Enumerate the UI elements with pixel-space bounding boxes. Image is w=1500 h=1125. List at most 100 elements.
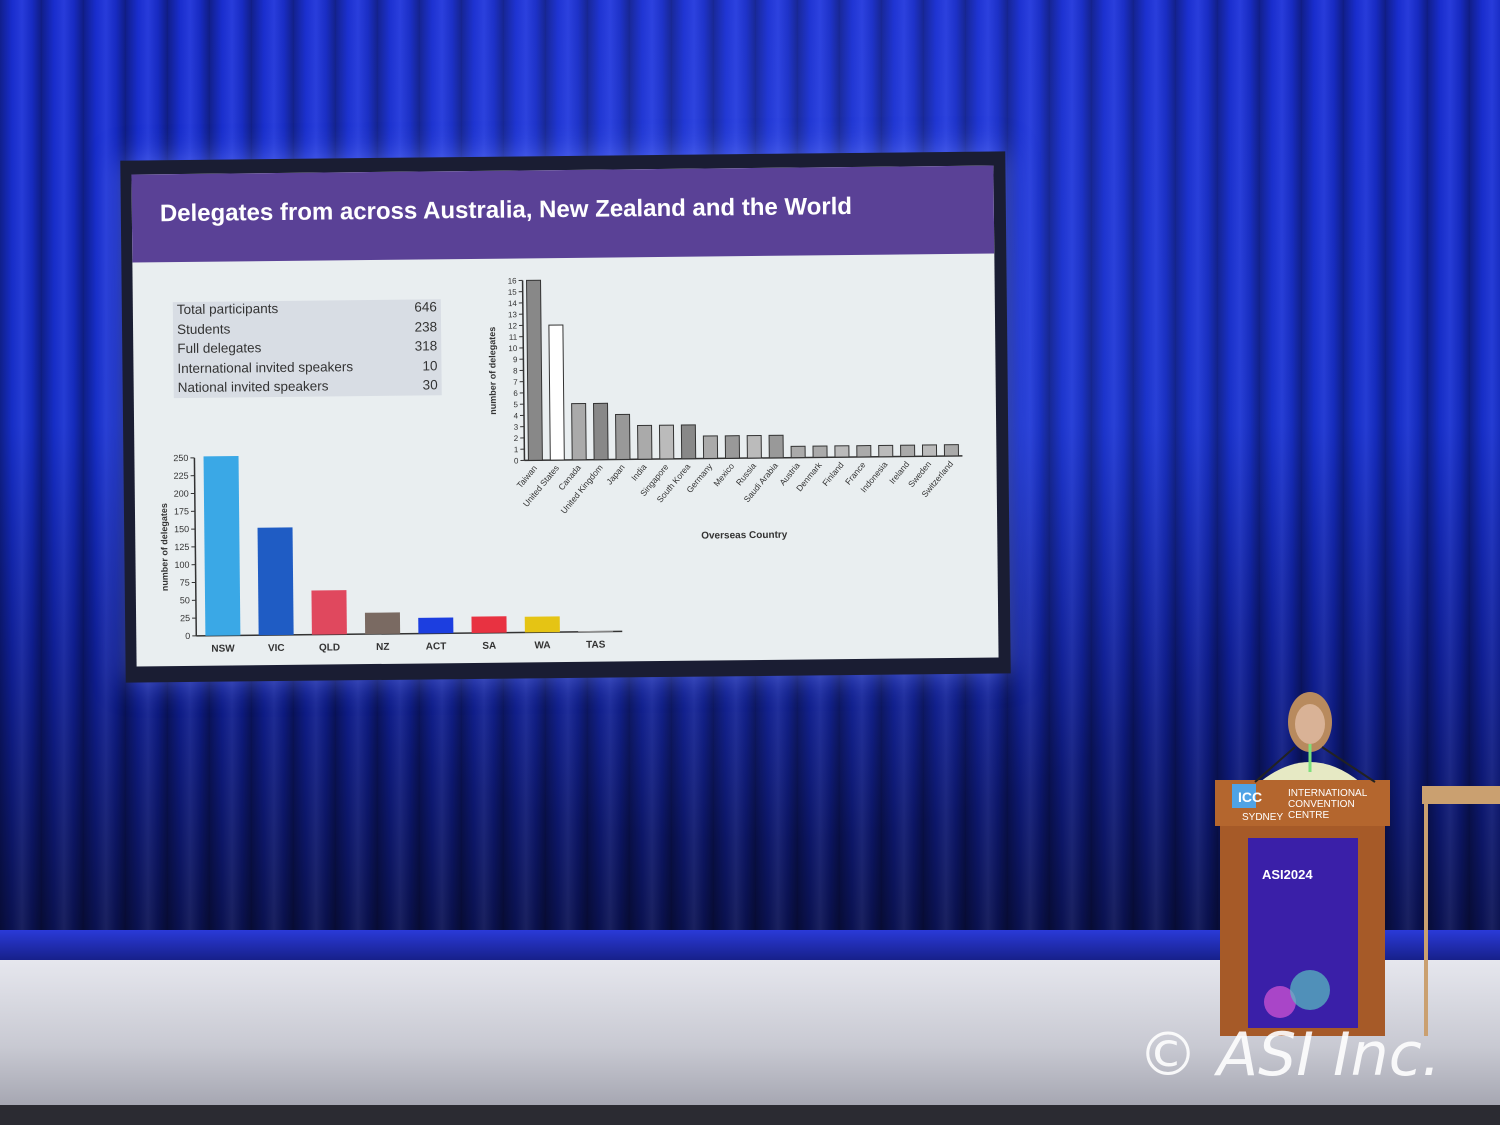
- projected-slide: Delegates from across Australia, New Zea…: [131, 165, 999, 667]
- x-axis: [524, 455, 963, 462]
- stats-value: 30: [422, 377, 438, 393]
- stats-value: 238: [414, 318, 438, 335]
- bar: [658, 424, 675, 460]
- bar: [471, 616, 507, 633]
- x-tick-label: NSW: [211, 643, 235, 654]
- y-tick-label: 125: [174, 542, 189, 552]
- stats-label: National invited speakers: [177, 378, 329, 396]
- y-axis: [521, 280, 526, 461]
- bar: [548, 324, 565, 461]
- bar: [790, 445, 806, 459]
- side-table-leg: [1424, 804, 1428, 1036]
- side-table-top: [1422, 786, 1500, 804]
- y-tick-label: 16: [508, 276, 518, 285]
- y-tick-label: 5: [513, 400, 518, 409]
- stats-label: International invited speakers: [177, 358, 354, 376]
- bar: [943, 444, 959, 457]
- stats-value: 646: [414, 299, 437, 315]
- y-tick-label: 8: [513, 366, 518, 375]
- slide-title: Delegates from across Australia, New Zea…: [159, 192, 853, 228]
- y-tick-label: 175: [174, 506, 189, 516]
- bar: [311, 590, 347, 635]
- bar: [746, 434, 762, 459]
- bar: [702, 435, 719, 460]
- y-tick-label: 200: [174, 489, 189, 499]
- bar: [364, 612, 401, 635]
- y-axis-label: number of delegates: [159, 503, 170, 591]
- x-tick-label: ACT: [426, 641, 447, 652]
- y-tick-label: 225: [174, 471, 189, 481]
- banner-decoration: [1290, 970, 1330, 1010]
- bar: [834, 445, 850, 458]
- y-tick-label: 75: [180, 578, 190, 588]
- australia-nz-bar-chart: 0 25 50 75 100 125 150 175 200 225 250 NSW VIC QLD NZ A…: [159, 453, 623, 655]
- x-tick-label: NZ: [376, 642, 389, 653]
- y-tick-label: 7: [513, 378, 518, 387]
- x-axis-label: Overseas Country: [701, 530, 788, 542]
- slide-header: Delegates from across Australia, New Zea…: [131, 165, 995, 263]
- bar: [680, 424, 697, 460]
- y-tick-label: 150: [174, 524, 189, 534]
- podium-banner-title: ASI2024: [1262, 867, 1313, 882]
- banner-decoration: [1264, 986, 1296, 1018]
- bar: [724, 435, 741, 459]
- y-tick-label: 6: [513, 389, 518, 398]
- x-tick-label: WA: [534, 640, 550, 651]
- y-tick-label: 250: [173, 453, 188, 463]
- bar: [203, 455, 241, 636]
- x-tick-label: Finland: [820, 460, 846, 488]
- y-tick-label: 15: [508, 288, 518, 297]
- bar: [637, 424, 653, 460]
- podium-sign-line1: INTERNATIONAL: [1288, 788, 1368, 799]
- stats-label: Students: [176, 320, 231, 337]
- bar: [524, 616, 560, 633]
- y-tick-label: 14: [508, 299, 518, 308]
- y-tick-label: 50: [180, 595, 190, 605]
- bar: [878, 444, 894, 458]
- stats-value: 10: [422, 357, 438, 373]
- bar: [856, 445, 872, 458]
- x-tick-label: India: [629, 462, 649, 483]
- x-tick-label: TAS: [586, 640, 606, 651]
- y-axis-label: number of delegates: [487, 327, 498, 415]
- bar: [526, 279, 543, 461]
- x-tick-label: QLD: [319, 642, 340, 653]
- x-tick-label: VIC: [268, 643, 285, 654]
- y-tick-label: 9: [513, 355, 518, 364]
- stats-row: National invited speakers 30: [174, 377, 442, 399]
- podium-area: ICC SYDNEY INTERNATIONAL CONVENTION CENT…: [1210, 672, 1500, 1077]
- stats-label: Full delegates: [177, 340, 262, 357]
- bar: [615, 413, 631, 460]
- y-tick-label: 3: [514, 423, 519, 432]
- bar: [768, 434, 784, 459]
- microphone: [1254, 746, 1296, 783]
- y-tick-label: 10: [508, 344, 518, 353]
- podium-city: SYDNEY: [1242, 812, 1283, 823]
- x-tick-label: SA: [482, 641, 496, 652]
- y-tick-label: 2: [514, 434, 519, 443]
- y-tick-label: 13: [508, 310, 518, 319]
- microphone: [1321, 746, 1376, 783]
- y-tick-label: 4: [513, 411, 518, 420]
- y-tick-label: 25: [180, 613, 190, 623]
- bar: [571, 403, 587, 461]
- y-axis: [193, 457, 198, 636]
- bar: [578, 630, 614, 632]
- participant-stats-table: Total participants 646 Students 238 Full del…: [172, 299, 442, 399]
- y-tick-label: 12: [508, 321, 518, 330]
- bar: [257, 527, 294, 636]
- watermark: © ASI Inc.: [1138, 1020, 1441, 1090]
- icc-logo: [1232, 784, 1256, 808]
- bar: [900, 444, 916, 457]
- podium-sign-line3: CENTRE: [1288, 810, 1329, 821]
- bar: [921, 444, 938, 457]
- presenter-and-podium: ICC SYDNEY INTERNATIONAL CONVENTION CENT…: [1215, 692, 1500, 1036]
- y-tick-label: 0: [185, 631, 190, 641]
- y-tick-label: 0: [514, 456, 519, 465]
- stats-label: Total participants: [176, 300, 279, 318]
- y-tick-label: 100: [174, 560, 189, 570]
- x-tick-label: Mexico: [711, 461, 736, 488]
- bar: [812, 445, 828, 458]
- y-tick-label: 11: [509, 333, 518, 342]
